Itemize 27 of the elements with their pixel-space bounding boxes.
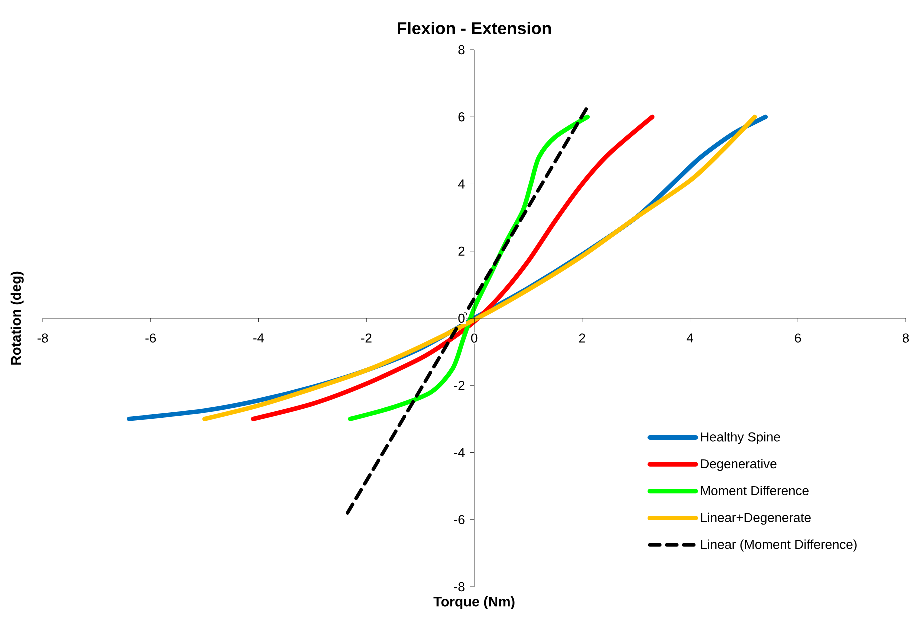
y-tick-label: 8 — [458, 45, 465, 55]
x-tick-label: 8 — [902, 334, 910, 343]
x-tick-label: 2 — [579, 334, 586, 343]
x-tick-label: -6 — [146, 334, 156, 343]
x-axis-title: Torque (Nm) — [434, 596, 515, 610]
x-tick-label: 6 — [795, 334, 802, 343]
x-tick-label: 4 — [686, 334, 694, 343]
y-tick-label: -2 — [454, 381, 465, 390]
y-tick-label: -4 — [454, 448, 465, 458]
legend-label: Healthy Spine — [701, 432, 780, 444]
x-tick-label: -2 — [361, 334, 372, 343]
line-series — [251, 114, 655, 422]
y-tick-label: 2 — [458, 246, 465, 256]
x-tick-label: -8 — [38, 334, 48, 343]
y-tick-label: -8 — [454, 582, 465, 592]
x-tick-label: -4 — [254, 334, 264, 343]
legend-label: Degenerative — [701, 459, 777, 472]
y-tick-label: 6 — [458, 112, 465, 122]
y-tick-label: -6 — [454, 515, 465, 524]
legend-label: Linear (Moment Difference) — [701, 540, 857, 552]
y-tick-label: 0 — [458, 314, 465, 324]
legend-label: Moment Difference — [701, 486, 809, 496]
y-tick-label: 4 — [458, 180, 465, 189]
legend-label: Linear+Degenerate — [701, 512, 811, 525]
y-axis-title: Rotation (deg) — [10, 272, 24, 365]
x-tick-label: 0 — [471, 334, 478, 343]
chart-title: Flexion - Extension — [398, 22, 552, 34]
